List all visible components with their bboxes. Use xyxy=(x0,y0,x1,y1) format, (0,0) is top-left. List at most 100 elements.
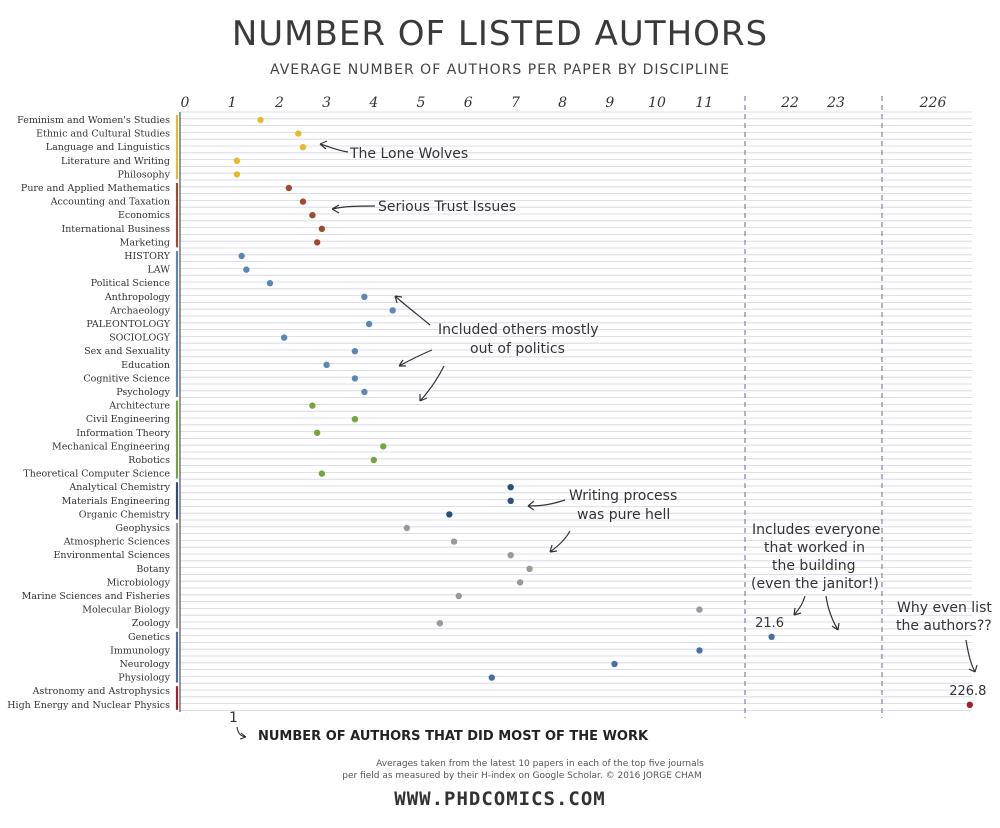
data-point xyxy=(507,484,514,491)
category-label: Astronomy and Astrophysics xyxy=(32,686,171,697)
arrow-politics-1 xyxy=(394,295,431,326)
category-label: High Energy and Nuclear Physics xyxy=(7,700,170,711)
x-tick-label: 0 xyxy=(181,95,190,111)
data-point xyxy=(488,674,495,681)
data-point xyxy=(516,579,524,586)
annotation-building-1: Includes everyone xyxy=(752,522,880,538)
data-point xyxy=(266,280,274,287)
data-point xyxy=(696,606,703,613)
arrow-politics-2 xyxy=(398,349,433,367)
site-url: WWW.PHDCOMICS.COM xyxy=(394,788,605,810)
category-label: Environmental Sciences xyxy=(53,550,170,561)
data-point xyxy=(351,348,359,355)
category-label: Physiology xyxy=(118,673,170,684)
footnote-1: Averages taken from the latest 10 papers… xyxy=(376,759,704,769)
data-point xyxy=(450,538,458,545)
grid-layer xyxy=(179,96,972,718)
category-label: Language and Linguistics xyxy=(46,142,170,153)
arrow-lone-wolves xyxy=(319,140,349,153)
data-point xyxy=(243,266,250,273)
category-label: Philosophy xyxy=(118,169,171,180)
data-point xyxy=(361,293,368,300)
category-label: Archaeology xyxy=(109,305,171,316)
data-point xyxy=(323,361,330,368)
x-tick-label: 5 xyxy=(417,95,426,111)
data-point xyxy=(611,660,618,668)
data-point xyxy=(507,552,514,559)
x-tick-label: 6 xyxy=(464,95,473,111)
data-point xyxy=(403,524,411,532)
chart-title: NUMBER OF LISTED AUTHORS xyxy=(231,14,769,54)
x-tick-label: 226 xyxy=(919,95,947,111)
category-label: HISTORY xyxy=(124,251,171,262)
data-point xyxy=(318,470,326,477)
annotation-writing-2: was pure hell xyxy=(577,507,670,523)
x-tick-label: 8 xyxy=(558,95,567,111)
category-label: LAW xyxy=(147,265,170,276)
category-label: Mechanical Engineering xyxy=(52,441,170,452)
category-label: Geophysics xyxy=(115,523,170,534)
annotations: The Lone Wolves Serious Trust Issues Inc… xyxy=(229,140,992,810)
category-label: Literature and Writing xyxy=(61,156,170,167)
arrow-building-2 xyxy=(825,595,840,631)
data-point xyxy=(285,184,293,192)
category-label: Anthropology xyxy=(104,292,171,303)
data-point xyxy=(526,565,533,572)
data-point xyxy=(436,620,444,627)
arrow-trust xyxy=(331,204,376,214)
data-point xyxy=(238,252,245,260)
x-tick-label: 7 xyxy=(511,95,520,111)
data-point xyxy=(351,375,359,382)
category-label: Education xyxy=(121,360,170,371)
data-point xyxy=(233,157,241,164)
annotation-lone-wolves: The Lone Wolves xyxy=(349,146,468,162)
arrow-list xyxy=(965,639,978,673)
category-label: Cognitive Science xyxy=(83,373,170,384)
annotation-building-2: that worked in xyxy=(764,540,865,556)
category-label: Pure and Applied Mathematics xyxy=(21,183,170,194)
category-label: Accounting and Taxation xyxy=(50,197,170,208)
category-label: PALEONTOLOGY xyxy=(86,319,170,330)
x-tick-label: 3 xyxy=(322,95,331,111)
category-label: Political Science xyxy=(91,278,171,289)
category-label: Microbiology xyxy=(107,577,171,588)
most-work-marker: 1 xyxy=(229,710,238,726)
annotation-trust: Serious Trust Issues xyxy=(378,199,516,215)
most-work-arrow xyxy=(236,726,247,740)
x-tick-label: 4 xyxy=(368,95,378,111)
arrow-writing-2 xyxy=(549,530,571,553)
x-tick-label: 9 xyxy=(605,95,614,111)
chart-subtitle: AVERAGE NUMBER OF AUTHORS PER PAPER BY D… xyxy=(270,62,730,78)
data-point xyxy=(280,334,288,341)
category-label: Robotics xyxy=(128,455,170,466)
category-label: Information Theory xyxy=(76,428,170,439)
most-work-text: NUMBER OF AUTHORS THAT DID MOST OF THE W… xyxy=(258,729,649,744)
data-point xyxy=(446,511,453,518)
x-tick-label: 11 xyxy=(695,95,713,111)
category-label: Architecture xyxy=(108,401,170,412)
category-label: Neurology xyxy=(119,659,170,670)
data-value-label: 226.8 xyxy=(949,684,986,699)
data-point xyxy=(313,239,321,246)
annotation-politics-1: Included others mostly xyxy=(438,322,599,338)
data-point xyxy=(299,198,307,205)
data-point xyxy=(380,443,387,450)
data-point xyxy=(966,701,973,708)
x-tick-label: 23 xyxy=(826,95,845,111)
data-point xyxy=(696,647,703,654)
data-point xyxy=(257,116,264,124)
arrow-building-1 xyxy=(793,595,806,616)
category-label: Theoretical Computer Science xyxy=(23,469,170,480)
arrow-writing-1 xyxy=(527,499,566,511)
data-point xyxy=(455,592,462,600)
data-point xyxy=(361,388,368,396)
category-label: Atmospheric Sciences xyxy=(63,537,170,548)
x-tick-label: 2 xyxy=(274,95,284,111)
data-point xyxy=(295,130,302,137)
data-point xyxy=(507,497,514,504)
data-point xyxy=(313,429,321,436)
annotation-list-2: the authors?? xyxy=(896,618,992,634)
category-label: Civil Engineering xyxy=(86,414,170,425)
